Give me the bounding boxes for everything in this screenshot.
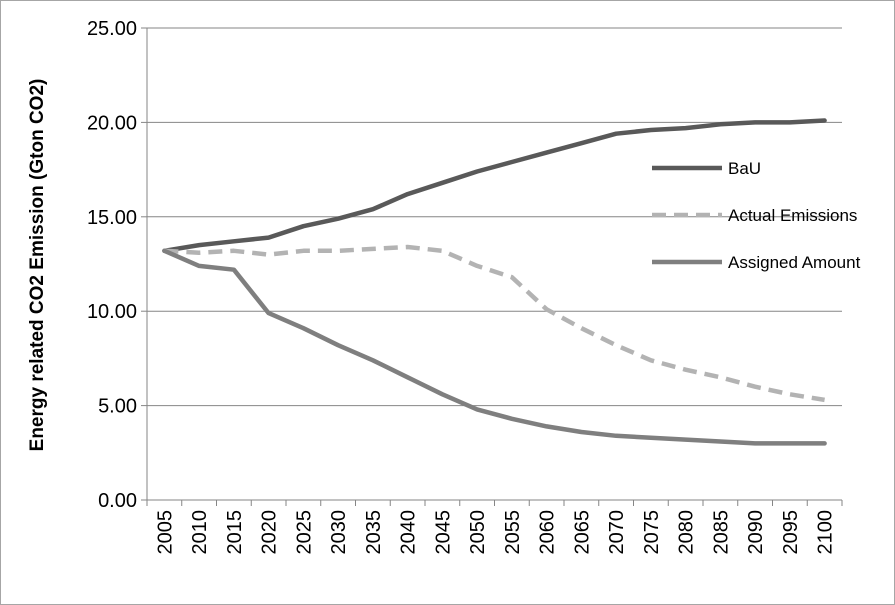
y-tick-label: 25.00 <box>87 18 137 40</box>
x-tick-label: 2035 <box>363 510 385 555</box>
x-tick-label: 2055 <box>502 510 524 555</box>
x-tick-label: 2040 <box>398 510 420 555</box>
x-tick-label: 2005 <box>154 510 176 555</box>
x-tick-label: 2025 <box>293 510 315 555</box>
x-tick-label: 2010 <box>189 510 211 555</box>
x-tick-label: 2090 <box>745 510 767 555</box>
x-tick-label: 2015 <box>224 510 246 555</box>
x-tick-label: 2065 <box>571 510 593 555</box>
y-tick-label: 20.00 <box>87 112 137 134</box>
series-line-actual-emissions <box>164 244 825 403</box>
x-tick-label: 2045 <box>432 510 454 555</box>
y-tick-label: 15.00 <box>87 207 137 229</box>
legend-label: Assigned Amount <box>728 253 861 272</box>
legend-label: BaU <box>728 159 761 178</box>
series-lines <box>162 118 827 446</box>
x-tick-label: 2020 <box>259 510 281 555</box>
y-tick-label: 5.00 <box>98 396 137 418</box>
x-tick-label: 2085 <box>710 510 732 555</box>
y-axis-label: Energy related CO2 Emission (Gton CO2) <box>27 79 48 452</box>
x-tick-label: 2100 <box>815 510 837 555</box>
x-tick-label: 2050 <box>467 510 489 555</box>
y-tick-labels: 0.00 5.00 10.00 15.00 20.00 25.00 <box>87 18 147 512</box>
x-tick-label: 2060 <box>537 510 559 555</box>
x-tick-label: 2080 <box>676 510 698 555</box>
series-line-bau <box>162 118 827 254</box>
x-tick-label: 2030 <box>328 510 350 555</box>
x-tick-label: 2095 <box>780 510 802 555</box>
legend: BaU Actual Emissions Assigned Amount <box>652 159 861 272</box>
legend-label: Actual Emissions <box>728 206 857 225</box>
y-tick-label: 0.00 <box>98 490 137 512</box>
x-tick-label: 2070 <box>606 510 628 555</box>
y-tick-label: 10.00 <box>87 301 137 323</box>
series-line-assigned-amount <box>162 248 827 446</box>
x-tick-label: 2075 <box>641 510 663 555</box>
gridlines <box>147 27 842 407</box>
x-tick-labels: 2005 2010 2015 2020 2025 2030 2035 2040 2045 2050… <box>146 500 843 555</box>
